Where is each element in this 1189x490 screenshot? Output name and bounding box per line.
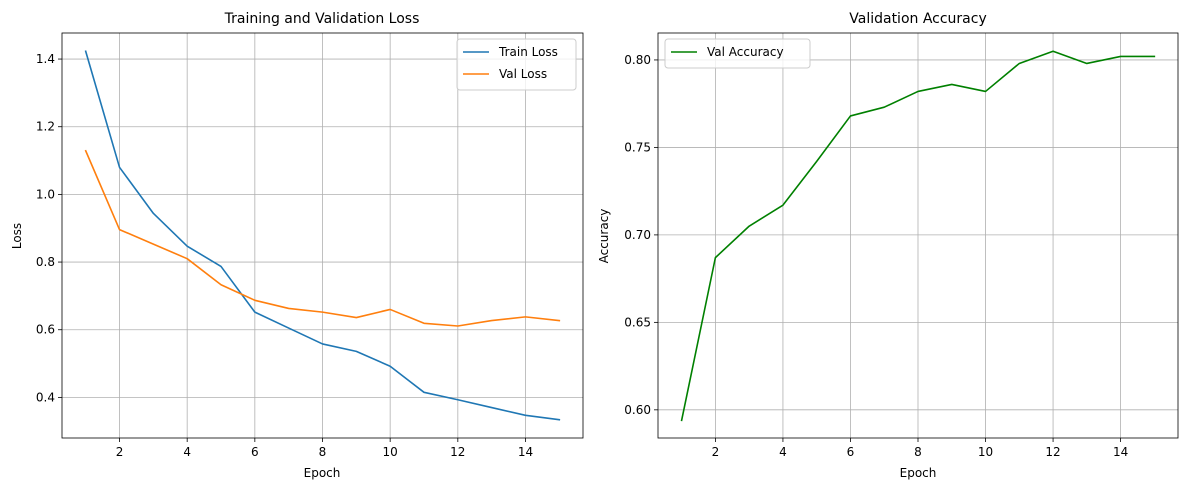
- y-tick-label: 0.70: [624, 228, 651, 242]
- x-tick-label: 6: [847, 445, 855, 459]
- loss-chart-title: Training and Validation Loss: [224, 11, 420, 27]
- legend-label: Train Loss: [498, 45, 558, 59]
- legend-label: Val Loss: [499, 67, 547, 81]
- y-tick-label: 1.2: [36, 120, 55, 134]
- x-tick-label: 8: [319, 445, 327, 459]
- legend-label: Val Accuracy: [707, 45, 784, 59]
- legend-frame: [664, 38, 811, 69]
- x-tick-label: 14: [1113, 445, 1128, 459]
- accuracy-chart-y-axis-label: Accuracy: [597, 209, 611, 264]
- x-tick-label: 2: [712, 445, 720, 459]
- y-tick-label: 0.6: [36, 323, 55, 337]
- x-tick-label: 10: [383, 445, 398, 459]
- x-tick-label: 14: [518, 445, 533, 459]
- loss-chart-legend: Train Loss Val Loss: [456, 38, 577, 91]
- x-tick-label: 12: [450, 445, 465, 459]
- y-tick-label: 0.60: [624, 403, 651, 417]
- x-tick-label: 12: [1045, 445, 1060, 459]
- loss-chart-x-axis-label: Epoch: [304, 466, 341, 480]
- x-tick-label: 6: [251, 445, 259, 459]
- x-tick-label: 10: [978, 445, 993, 459]
- y-tick-label: 0.75: [624, 140, 651, 154]
- loss-chart-panel: Training and Validation Loss Epoch Loss …: [10, 11, 584, 480]
- accuracy-chart-panel: Validation Accuracy Epoch Accuracy 2 4 6 8 1…: [597, 11, 1179, 480]
- accuracy-chart-legend: Val Accuracy: [664, 38, 811, 69]
- loss-chart-y-axis-label: Loss: [10, 223, 24, 249]
- loss-chart-series-line-val-loss: [84, 149, 561, 327]
- y-tick-label: 0.80: [624, 53, 651, 67]
- y-tick-label: 0.8: [36, 255, 55, 269]
- x-tick-label: 8: [914, 445, 922, 459]
- y-tick-label: 1.0: [36, 187, 55, 201]
- accuracy-chart-series-line-val-accuracy: [680, 50, 1156, 422]
- y-tick-label: 0.4: [36, 390, 55, 404]
- x-tick-label: 4: [779, 445, 787, 459]
- y-tick-label: 1.4: [36, 52, 55, 66]
- loss-chart-grid: [62, 33, 583, 438]
- loss-chart-series-line-train-loss: [84, 50, 561, 421]
- x-tick-label: 2: [116, 445, 124, 459]
- accuracy-chart-x-axis-label: Epoch: [900, 466, 937, 480]
- accuracy-chart-title: Validation Accuracy: [849, 11, 987, 27]
- accuracy-chart-grid: [658, 33, 1178, 438]
- x-tick-label: 4: [183, 445, 191, 459]
- y-tick-label: 0.65: [624, 315, 651, 329]
